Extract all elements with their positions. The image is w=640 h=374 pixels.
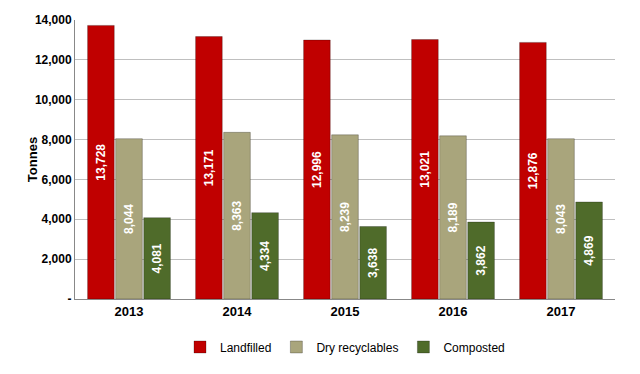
svg-text:3,638: 3,638 [366,248,380,278]
svg-text:Dry recyclables: Dry recyclables [316,341,398,355]
svg-text:4,081: 4,081 [150,243,164,273]
svg-text:3,862: 3,862 [474,245,488,275]
svg-text:Landfilled: Landfilled [220,341,271,355]
svg-text:8,043: 8,043 [554,204,568,234]
svg-text:8,363: 8,363 [230,200,244,230]
svg-text:13,171: 13,171 [202,149,216,186]
svg-text:4,869: 4,869 [582,235,596,265]
svg-text:8,239: 8,239 [338,202,352,232]
svg-text:6,000: 6,000 [42,173,72,187]
svg-text:13,728: 13,728 [94,144,108,181]
svg-text:8,000: 8,000 [42,133,72,147]
svg-text:12,876: 12,876 [526,152,540,189]
svg-text:13,021: 13,021 [418,151,432,188]
svg-text:4,000: 4,000 [42,212,72,226]
svg-text:2013: 2013 [115,304,144,319]
svg-text:10,000: 10,000 [35,93,72,107]
svg-text:12,996: 12,996 [310,151,324,188]
svg-text:4,334: 4,334 [258,241,272,271]
svg-text:Tonnes: Tonnes [25,137,40,182]
svg-text:12,000: 12,000 [35,53,72,67]
svg-text:2017: 2017 [547,304,576,319]
svg-text:8,044: 8,044 [122,204,136,234]
svg-text:-: - [68,292,72,306]
svg-text:8,189: 8,189 [446,202,460,232]
svg-text:Composted: Composted [443,341,504,355]
svg-text:2016: 2016 [439,304,468,319]
svg-text:14,000: 14,000 [35,13,72,27]
svg-text:2,000: 2,000 [42,252,72,266]
svg-text:2015: 2015 [331,304,360,319]
svg-text:2014: 2014 [223,304,253,319]
